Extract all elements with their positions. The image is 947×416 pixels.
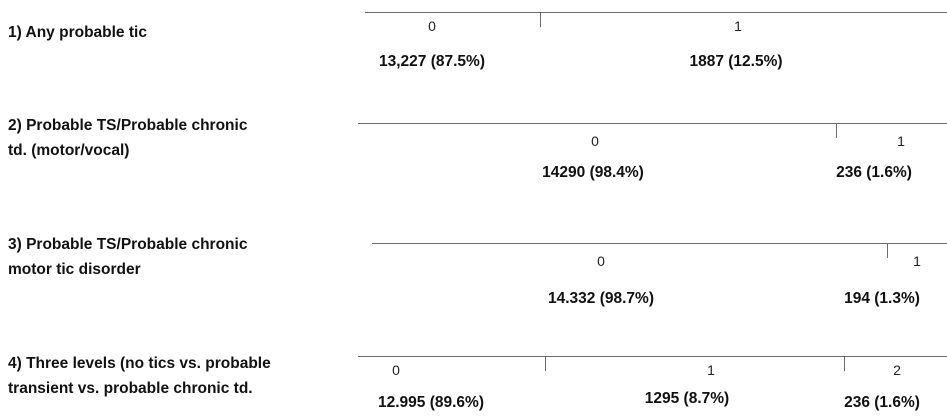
row-3-divider-tick xyxy=(887,244,888,258)
row-4-level-1: 1 xyxy=(707,362,715,378)
row-4-count-0: 12.995 (89.6%) xyxy=(378,394,484,411)
row-2-count-0: 14290 (98.4%) xyxy=(542,164,644,181)
row-3-axis-line xyxy=(372,243,947,244)
row-1-divider-tick xyxy=(540,13,541,27)
row-3-level-1: 1 xyxy=(913,253,921,269)
row-1-level-1: 1 xyxy=(734,18,742,34)
row-4-axis-line xyxy=(358,356,947,357)
row-4-level-2: 2 xyxy=(893,362,901,378)
row-4-count-1: 1295 (8.7%) xyxy=(644,390,730,407)
row-1-axis-line xyxy=(365,12,947,13)
row-4-divider-tick-1 xyxy=(545,357,546,371)
row-3-count-0: 14.332 (98.7%) xyxy=(548,290,654,307)
row-2-level-0: 0 xyxy=(591,133,599,149)
row-1-level-0: 0 xyxy=(428,18,436,34)
row-4-count-2: 236 (1.6%) xyxy=(844,394,920,411)
row-1-label: 1) Any probable tic xyxy=(8,24,147,41)
row-2-axis-line xyxy=(358,123,947,124)
row-1-count-0: 13,227 (87.5%) xyxy=(379,53,485,70)
row-4-level-0: 0 xyxy=(392,362,400,378)
row-1-count-1: 1887 (12.5%) xyxy=(689,53,783,70)
row-3-level-0: 0 xyxy=(597,253,605,269)
row-2-count-1: 236 (1.6%) xyxy=(836,164,912,181)
row-2-divider-tick xyxy=(836,124,837,138)
row-4-label: 4) Three levels (no tics vs. probable tr… xyxy=(8,355,271,397)
row-2-label: 2) Probable TS/Probable chronic td. (mot… xyxy=(8,117,248,159)
row-4-divider-tick-2 xyxy=(844,357,845,371)
row-2-level-1: 1 xyxy=(897,133,905,149)
row-3-label: 3) Probable TS/Probable chronic motor ti… xyxy=(8,236,248,278)
row-3-count-1: 194 (1.3%) xyxy=(844,290,920,307)
